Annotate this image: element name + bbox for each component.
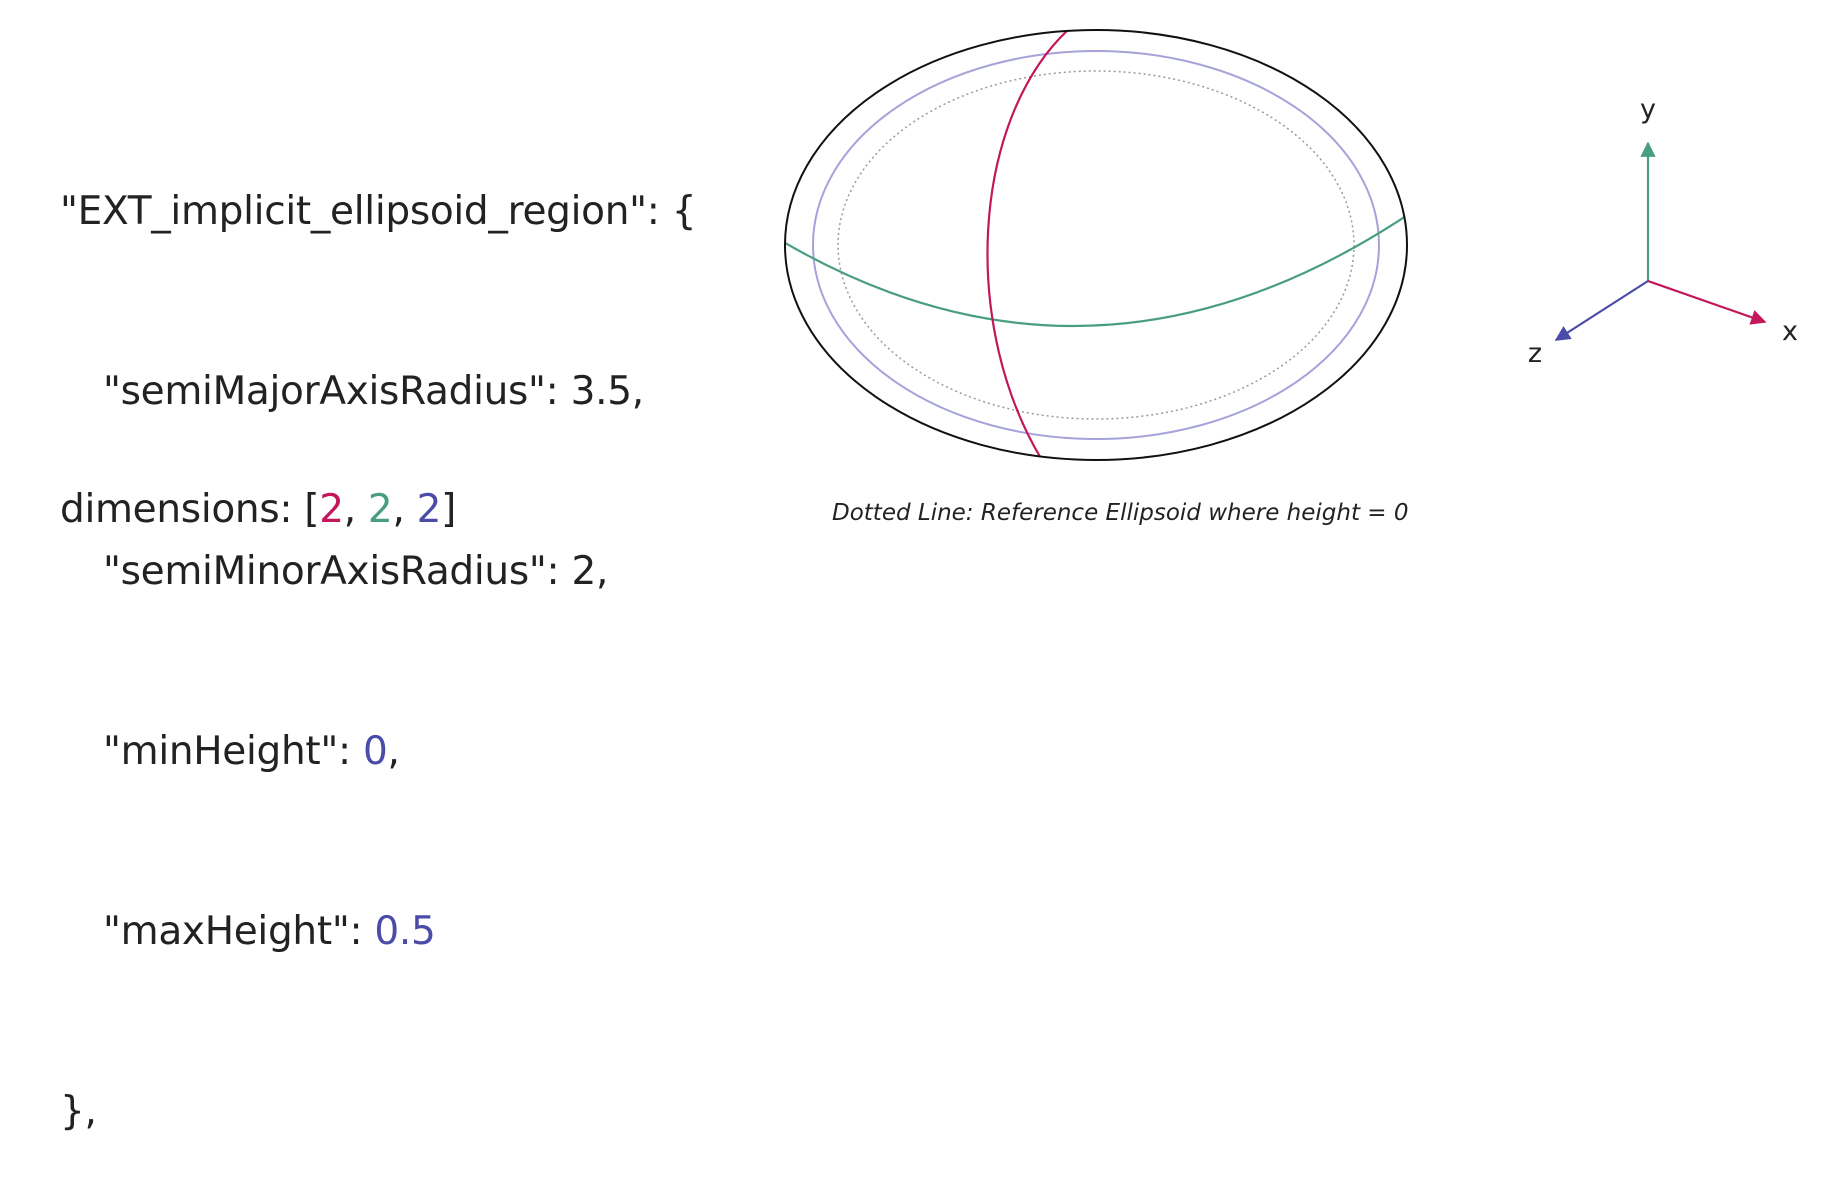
semi-major-key: "semiMajorAxisRadius": [103, 369, 571, 414]
semi-minor-value: 2 [571, 549, 596, 594]
dimension-y-value: 2 [367, 487, 393, 532]
ellipsoid-diagram: y x z [784, 29, 1798, 461]
min-height-key: "minHeight": [103, 729, 363, 774]
semi-minor-comma: , [595, 549, 609, 594]
dimensions-separator-1: , [343, 487, 368, 532]
dimensions-separator-2: , [392, 487, 417, 532]
dimension-x-value: 2 [319, 487, 344, 532]
z-axis-arrow [1554, 280, 1649, 341]
max-height-key: "maxHeight": [103, 909, 375, 954]
x-axis-arrow [1647, 279, 1767, 325]
code-line-min-height: "minHeight": 0, [60, 722, 696, 782]
diagram-caption: Dotted Line: Reference Ellipsoid where h… [832, 500, 1409, 526]
dimension-z-value: 2 [416, 487, 442, 532]
code-line-extension-name: "EXT_implicit_ellipsoid_region": { [60, 189, 697, 234]
z-axis-label: z [1528, 338, 1542, 369]
inner-ellipsoid-outline [812, 50, 1380, 440]
horizontal-section-curve [785, 211, 1407, 327]
dimensions-line: dimensions: [2, 2, 2] [60, 480, 456, 540]
axes-gizmo: y x z [1528, 94, 1798, 369]
code-line-semi-minor: "semiMinorAxisRadius": 2, [60, 542, 696, 602]
min-height-value: 0 [362, 729, 388, 774]
dimensions-suffix: ] [441, 487, 457, 532]
x-axis-label: x [1782, 316, 1798, 347]
semi-minor-key: "semiMinorAxisRadius": [103, 549, 572, 594]
max-height-value: 0.5 [374, 909, 436, 954]
dimensions-prefix: dimensions: [ [60, 487, 320, 532]
code-line-semi-major: "semiMajorAxisRadius": 3.5, [60, 362, 696, 422]
vertical-section-curve [986, 30, 1071, 460]
outer-ellipsoid-outline [784, 29, 1408, 461]
semi-major-value: 3.5 [570, 369, 632, 414]
min-height-comma: , [387, 729, 400, 774]
code-line-max-height: "maxHeight": 0.5 [60, 902, 696, 962]
semi-major-comma: , [631, 369, 644, 414]
reference-ellipsoid-outline [837, 70, 1355, 420]
code-line-closing-brace: }, [60, 1089, 97, 1134]
y-axis-label: y [1640, 94, 1656, 125]
